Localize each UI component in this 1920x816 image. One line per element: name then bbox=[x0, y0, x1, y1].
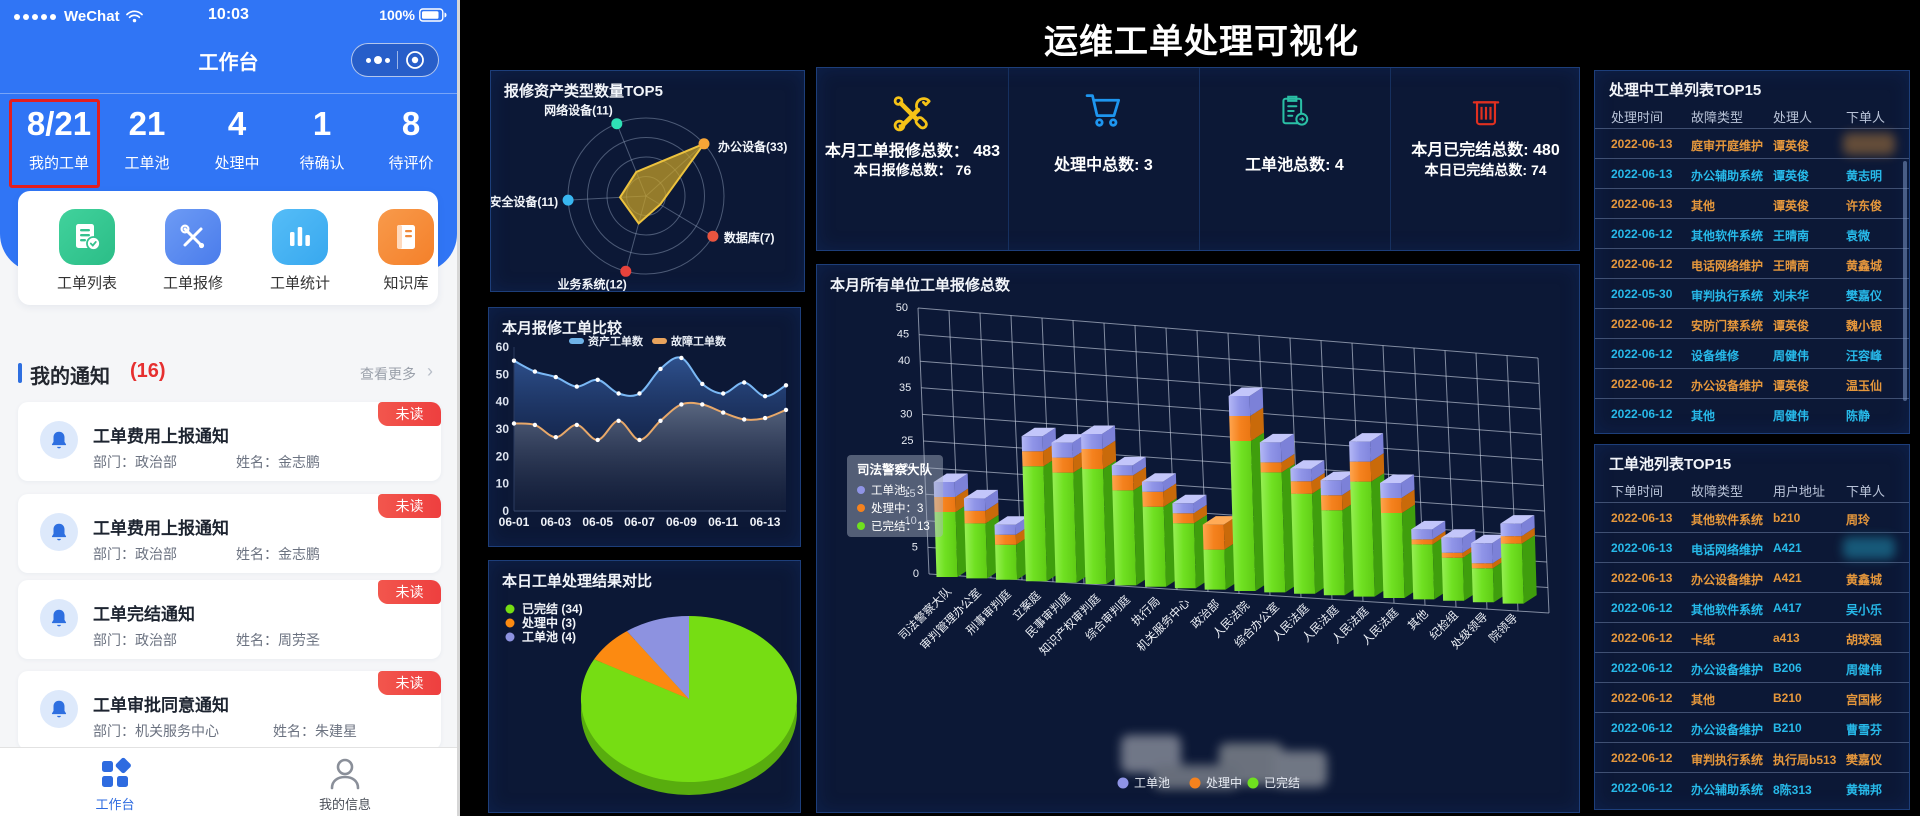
svg-text:30: 30 bbox=[496, 422, 510, 436]
svg-text:50: 50 bbox=[896, 302, 908, 314]
svg-text:司法警察大队: 司法警察大队 bbox=[857, 462, 933, 477]
svg-text:办公设备(33): 办公设备(33) bbox=[718, 139, 787, 154]
svg-text:15: 15 bbox=[903, 488, 915, 500]
svg-text:资产工单数: 资产工单数 bbox=[588, 334, 644, 348]
svg-text:机关服务中心: 机关服务中心 bbox=[1134, 595, 1193, 654]
svg-text:30: 30 bbox=[900, 408, 912, 420]
svg-text:安全设备(11): 安全设备(11) bbox=[491, 194, 558, 209]
svg-text:35: 35 bbox=[899, 382, 911, 394]
svg-text:06-13: 06-13 bbox=[750, 515, 781, 529]
svg-text:业务系统(12): 业务系统(12) bbox=[557, 276, 626, 291]
svg-text:故障工单数: 故障工单数 bbox=[671, 334, 727, 348]
svg-text:已完结：13: 已完结：13 bbox=[871, 519, 930, 533]
svg-text:已完结: 已完结 bbox=[1264, 775, 1300, 790]
svg-text:院领导: 院领导 bbox=[1486, 611, 1520, 645]
svg-text:处理中: 处理中 bbox=[1206, 775, 1242, 790]
svg-text:06-07: 06-07 bbox=[624, 515, 655, 529]
svg-text:20: 20 bbox=[496, 449, 510, 463]
svg-text:工单池：3: 工单池：3 bbox=[871, 484, 923, 497]
svg-text:司法警察大队: 司法警察大队 bbox=[895, 584, 954, 643]
svg-text:06-11: 06-11 bbox=[708, 515, 738, 529]
svg-text:5: 5 bbox=[912, 541, 918, 553]
svg-text:工单池 (4): 工单池 (4) bbox=[522, 629, 576, 644]
svg-text:40: 40 bbox=[898, 355, 910, 367]
svg-text:10: 10 bbox=[905, 515, 917, 527]
svg-text:工单池: 工单池 bbox=[1134, 776, 1170, 790]
svg-text:数据库(7): 数据库(7) bbox=[724, 230, 775, 245]
svg-text:其他: 其他 bbox=[1405, 607, 1431, 633]
svg-text:06-01: 06-01 bbox=[499, 515, 530, 529]
svg-text:已完结 (34): 已完结 (34) bbox=[522, 601, 583, 616]
svg-text:处理中：3: 处理中：3 bbox=[871, 502, 923, 515]
svg-text:60: 60 bbox=[496, 340, 510, 354]
svg-text:40: 40 bbox=[496, 395, 510, 409]
svg-text:06-09: 06-09 bbox=[666, 515, 697, 529]
svg-text:10: 10 bbox=[496, 477, 510, 491]
svg-text:网络设备(11): 网络设备(11) bbox=[544, 103, 613, 118]
svg-text:20: 20 bbox=[902, 462, 914, 474]
svg-text:0: 0 bbox=[913, 568, 919, 580]
svg-text:06-03: 06-03 bbox=[540, 515, 571, 529]
svg-text:06-05: 06-05 bbox=[582, 515, 613, 529]
svg-text:25: 25 bbox=[901, 435, 913, 447]
svg-text:0: 0 bbox=[502, 504, 509, 518]
svg-text:45: 45 bbox=[897, 329, 909, 341]
svg-text:处理中 (3): 处理中 (3) bbox=[521, 615, 576, 630]
svg-text:50: 50 bbox=[496, 367, 510, 381]
